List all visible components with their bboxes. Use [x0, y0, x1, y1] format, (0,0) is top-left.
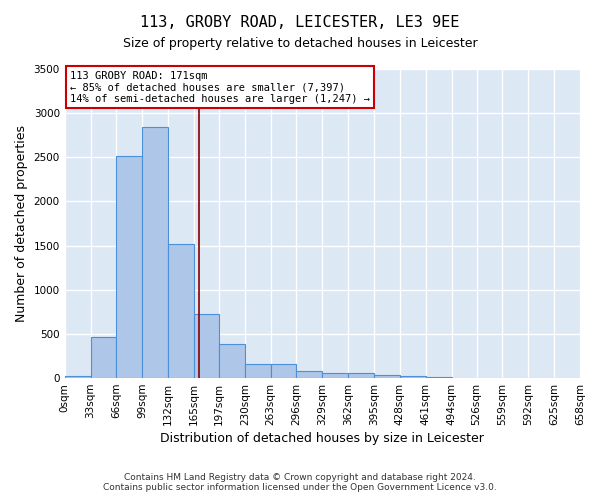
X-axis label: Distribution of detached houses by size in Leicester: Distribution of detached houses by size … [160, 432, 484, 445]
Bar [348, 373, 374, 378]
Bar [168, 244, 194, 378]
Bar [91, 336, 116, 378]
Bar [142, 128, 168, 378]
Text: Contains HM Land Registry data © Crown copyright and database right 2024.
Contai: Contains HM Land Registry data © Crown c… [103, 473, 497, 492]
Y-axis label: Number of detached properties: Number of detached properties [15, 125, 28, 322]
Text: 113 GROBY ROAD: 171sqm
← 85% of detached houses are smaller (7,397)
14% of semi-: 113 GROBY ROAD: 171sqm ← 85% of detached… [70, 70, 370, 104]
Text: Size of property relative to detached houses in Leicester: Size of property relative to detached ho… [122, 38, 478, 51]
Bar [296, 372, 322, 378]
Bar [116, 156, 142, 378]
Bar [194, 314, 219, 378]
Bar [271, 364, 296, 378]
Text: 113, GROBY ROAD, LEICESTER, LE3 9EE: 113, GROBY ROAD, LEICESTER, LE3 9EE [140, 15, 460, 30]
Bar [65, 376, 91, 378]
Bar [426, 377, 452, 378]
Bar [400, 376, 426, 378]
Bar [219, 344, 245, 378]
Bar [245, 364, 271, 378]
Bar [374, 375, 400, 378]
Bar [322, 373, 348, 378]
